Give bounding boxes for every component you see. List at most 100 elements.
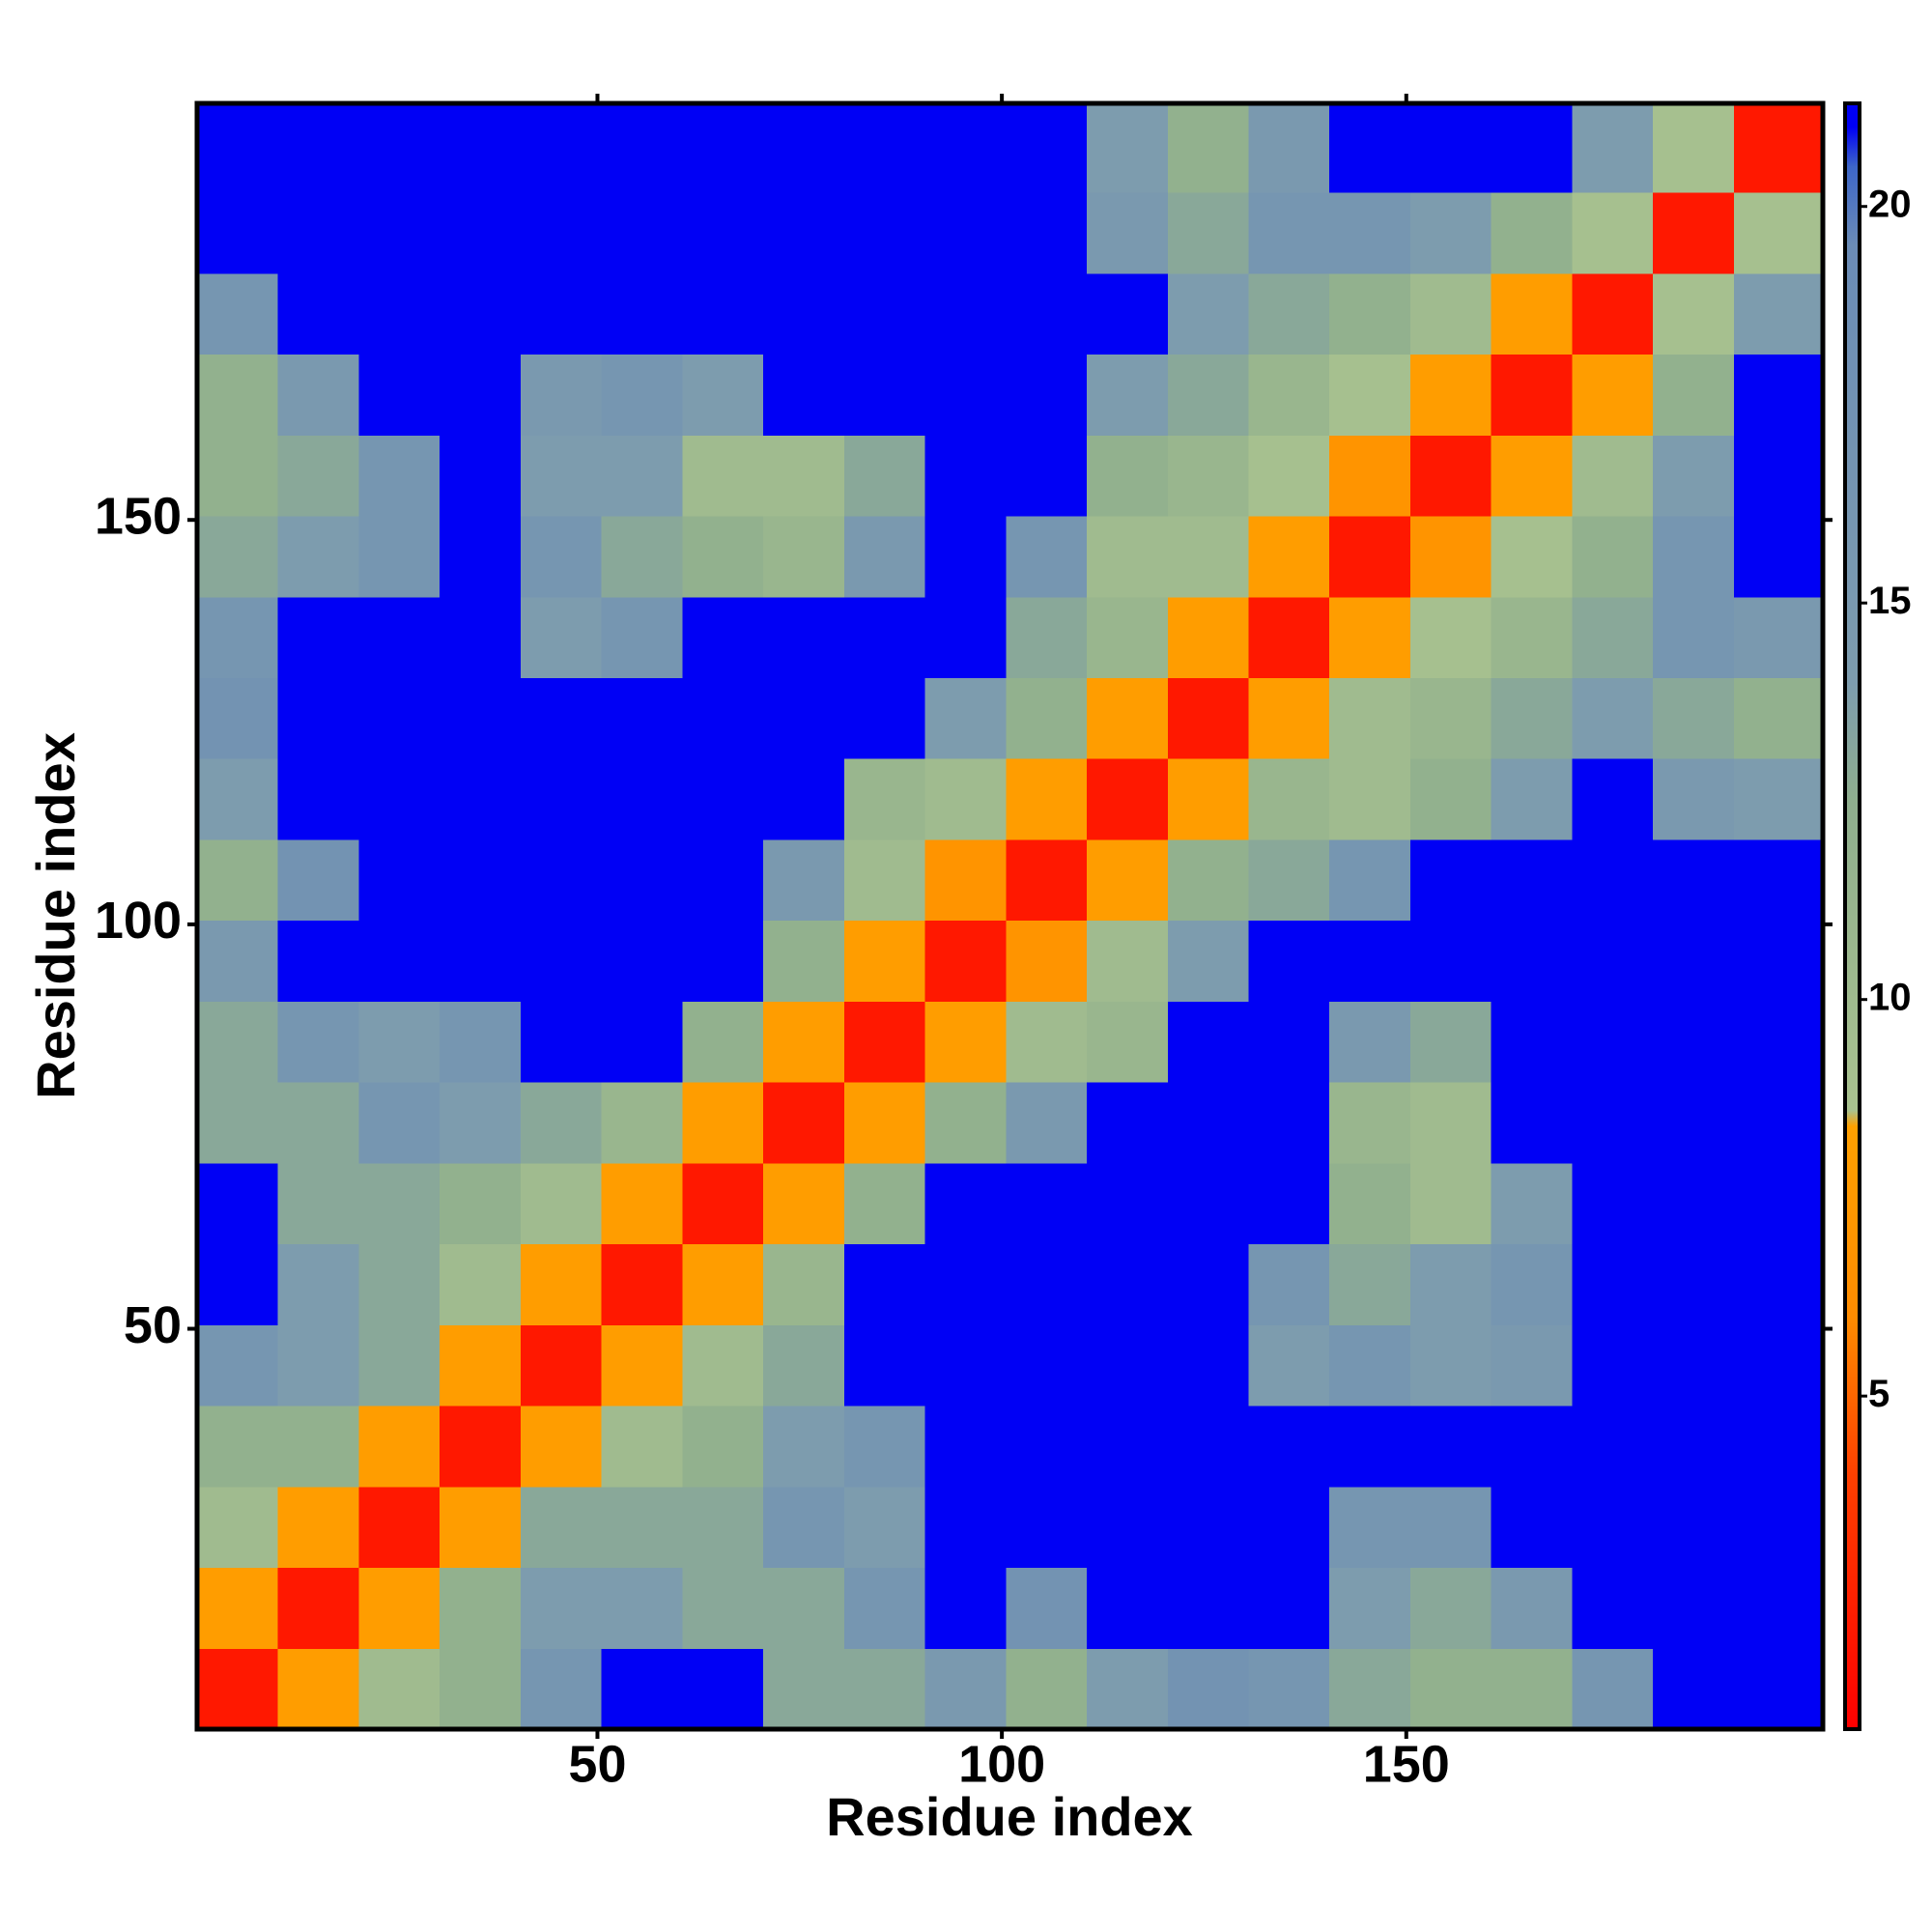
heatmap-cell [763, 1648, 845, 1730]
heatmap-cell [277, 354, 359, 436]
heatmap-cell [763, 354, 845, 436]
heatmap-cell [763, 1001, 845, 1083]
heatmap-cell [1248, 838, 1330, 922]
heatmap-cell [197, 596, 279, 678]
heatmap-cell [1653, 272, 1735, 355]
heatmap-cell [1733, 838, 1824, 922]
y-tick-label: 150 [95, 487, 182, 545]
heatmap-cell [1409, 677, 1492, 759]
heatmap-cell [358, 354, 440, 436]
heatmap-cell [358, 1162, 440, 1245]
heatmap-cell [1167, 1324, 1250, 1406]
heatmap-cell [1329, 516, 1411, 598]
heatmap-cell [1167, 838, 1250, 922]
heatmap-cell [277, 1567, 359, 1649]
heatmap-cell [601, 435, 683, 517]
heatmap-cell [682, 103, 764, 193]
heatmap-cell [1248, 516, 1330, 598]
heatmap-cell [1733, 354, 1824, 436]
heatmap-cell [763, 596, 845, 678]
heatmap-cell [1006, 1243, 1088, 1325]
heatmap-cell [601, 677, 683, 759]
heatmap-cell [277, 1648, 359, 1730]
heatmap-cell [277, 103, 359, 193]
heatmap-cell [520, 920, 603, 1002]
heatmap-cell [1087, 920, 1169, 1002]
heatmap-cell [924, 1324, 1007, 1406]
heatmap-cell [1733, 596, 1824, 678]
heatmap-cell [520, 758, 603, 840]
heatmap-cell [440, 1243, 522, 1325]
heatmap-cell [1329, 1567, 1411, 1649]
heatmap-cell [1491, 192, 1573, 274]
heatmap-cell [1006, 838, 1088, 922]
heatmap-cell [520, 1162, 603, 1245]
heatmap-cell [277, 758, 359, 840]
heatmap-cell [924, 1406, 1007, 1488]
heatmap-cell [1733, 1001, 1824, 1083]
heatmap-cell [1087, 103, 1169, 193]
heatmap-cell [440, 435, 522, 517]
heatmap-cell [520, 1567, 603, 1649]
heatmap-cell [682, 596, 764, 678]
heatmap-cell [197, 677, 279, 759]
heatmap-cell [358, 1243, 440, 1325]
heatmap-cell [763, 103, 845, 193]
heatmap-cell [440, 516, 522, 598]
heatmap-cell [843, 103, 926, 193]
heatmap-cell [601, 1486, 683, 1569]
heatmap-cell [601, 1162, 683, 1245]
heatmap-cell [1006, 272, 1088, 355]
heatmap-cell [277, 1243, 359, 1325]
heatmap-cell [197, 920, 279, 1002]
heatmap-cell [277, 1001, 359, 1083]
heatmap-cell [1087, 1162, 1169, 1245]
heatmap-cell [1167, 516, 1250, 598]
heatmap-cell [1409, 1567, 1492, 1649]
heatmap-cell [1653, 677, 1735, 759]
heatmap-cell [1006, 677, 1088, 759]
heatmap-cell [1491, 103, 1573, 193]
heatmap-cell [1087, 838, 1169, 922]
heatmap-cell [601, 758, 683, 840]
heatmap-cell [1167, 1243, 1250, 1325]
heatmap-cell [1248, 596, 1330, 678]
heatmap-cell [1167, 354, 1250, 436]
heatmap-cell [1733, 758, 1824, 840]
heatmap-cell [682, 516, 764, 598]
heatmap-cell [440, 1162, 522, 1245]
heatmap-cell [1653, 1567, 1735, 1649]
heatmap-cell [1491, 920, 1573, 1002]
heatmap-cell [1572, 354, 1654, 436]
heatmap-cell [1409, 516, 1492, 598]
heatmap-cell [1329, 596, 1411, 678]
heatmap-cell [763, 920, 845, 1002]
heatmap-cell [601, 103, 683, 193]
heatmap-cell [1167, 1486, 1250, 1569]
heatmap-cell [1572, 1082, 1654, 1164]
heatmap-cell [197, 1567, 279, 1649]
heatmap-cell [682, 1648, 764, 1730]
heatmap-cell [520, 1082, 603, 1164]
heatmap-cell [1006, 1001, 1088, 1083]
heatmap-cell [1087, 1567, 1169, 1649]
heatmap-cell [197, 103, 279, 193]
heatmap-cell [1409, 920, 1492, 1002]
heatmap-cell [1248, 192, 1330, 274]
heatmap-cell [1409, 838, 1492, 922]
colorbar [1843, 101, 1861, 1731]
heatmap-cell [924, 1486, 1007, 1569]
heatmap-cell [1006, 1567, 1088, 1649]
heatmap-cell [358, 920, 440, 1002]
heatmap-cell [601, 1001, 683, 1083]
heatmap-cell [682, 758, 764, 840]
heatmap-cell [924, 1243, 1007, 1325]
heatmap-cell [1653, 1324, 1735, 1406]
heatmap-cell [197, 1001, 279, 1083]
heatmap-cell [358, 103, 440, 193]
heatmap-cell [440, 1648, 522, 1730]
heatmap-cell [440, 677, 522, 759]
heatmap-cell [1653, 920, 1735, 1002]
heatmap-cell [1167, 758, 1250, 840]
